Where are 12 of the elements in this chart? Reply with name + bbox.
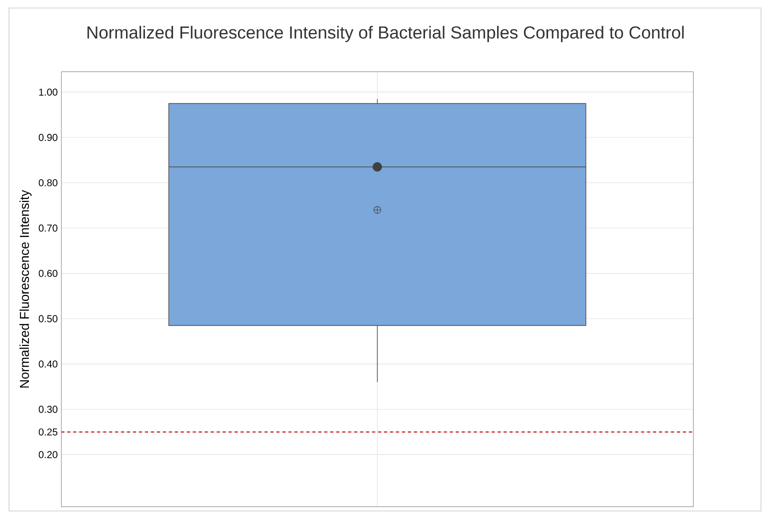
y-tick-label: 0.50 [38, 315, 58, 322]
y-tick-label: 0.25 [38, 428, 58, 436]
y-tick-label: 1.00 [39, 88, 58, 96]
y-tick-label: 0.80 [38, 179, 58, 186]
chart-title: Normalized Fluorescence Intensity of Bacterial Samples Compared to Control [88, 26, 684, 42]
y-tick-label: 0.60 [38, 270, 58, 277]
y-tick-label: 0.40 [38, 360, 58, 368]
y-tick-label: 0.90 [38, 134, 58, 141]
y-axis-title: Normalized Fluorescence Intensity [19, 190, 32, 388]
y-tick-label: 0.30 [38, 406, 58, 413]
y-tick-label: 0.70 [38, 224, 58, 232]
y-tick-label: 0.20 [38, 451, 58, 458]
